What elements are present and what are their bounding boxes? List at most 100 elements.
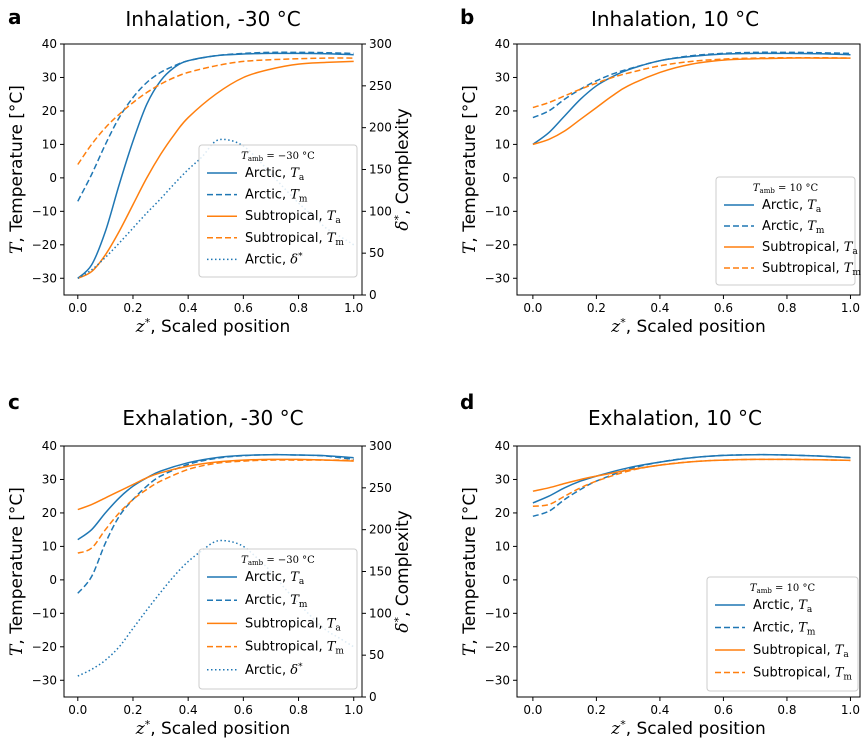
y-tick-label: 30 [42, 472, 57, 486]
y-tick-label: −20 [485, 640, 510, 654]
x-tick-label: 0.2 [123, 703, 142, 717]
series-line [532, 453, 851, 518]
y-tick-label: 30 [495, 70, 510, 84]
y-tick-label: 40 [495, 37, 510, 51]
y2-tick-label: 200 [369, 121, 392, 135]
series-line [532, 51, 851, 119]
y-tick-label: 10 [495, 137, 510, 151]
panel-letter: d [460, 390, 474, 414]
y-axis-label: T, Temperature [°C] [7, 85, 27, 254]
y-tick-label: 0 [502, 573, 510, 587]
y-tick-label: 20 [42, 506, 57, 520]
x-tick-label: 0.2 [587, 301, 606, 315]
x-tick-label: 1.0 [841, 301, 860, 315]
y2-tick-label: 150 [369, 163, 392, 177]
y-tick-label: 40 [42, 439, 57, 453]
x-tick-label: 0.8 [289, 703, 308, 717]
legend-label: Arctic, Tm [762, 219, 825, 236]
y2-tick-label: 250 [369, 481, 392, 495]
series-line [77, 459, 354, 554]
x-tick-label: 0.6 [234, 703, 253, 717]
x-tick-label: 0.0 [68, 301, 87, 315]
y-tick-label: 40 [42, 37, 57, 51]
y-tick-label: −20 [32, 238, 57, 252]
x-tick-label: 0.4 [650, 703, 669, 717]
y2-tick-label: 0 [369, 288, 377, 302]
legend-label: Arctic, δ* [245, 251, 303, 267]
y-tick-label: 10 [42, 137, 57, 151]
series-line [77, 57, 354, 165]
y-tick-label: −30 [32, 673, 57, 687]
legend-label: Subtropical, Tm [753, 666, 852, 683]
series-group [532, 51, 851, 146]
y2-tick-label: 300 [369, 37, 392, 51]
y-tick-label: −30 [485, 271, 510, 285]
y-axis-label: T, Temperature [°C] [7, 487, 27, 656]
legend-box [715, 176, 856, 286]
legend-label: Subtropical, Ta [762, 240, 858, 257]
legend-label: Arctic, Ta [245, 166, 305, 183]
series-line [77, 453, 354, 541]
panel-letter: c [8, 390, 20, 414]
y-tick-label: −10 [485, 606, 510, 620]
y2-tick-label: 100 [369, 606, 392, 620]
y2-tick-label: 0 [369, 690, 377, 704]
legend-box [198, 548, 358, 690]
series-line [77, 52, 354, 279]
y2-tick-label: 300 [369, 439, 392, 453]
series-line [77, 51, 354, 202]
x-tick-label: 0.4 [650, 301, 669, 315]
panel-d: d Exhalation, 10 °C 0.0 0.2 0.4 0.6 0.8 1.0 −30 −… [460, 390, 861, 739]
x-tick-label: 0.2 [123, 301, 142, 315]
chart-title: Exhalation, -30 °C [122, 406, 303, 430]
x-axis-label: z*, Scaled position [135, 316, 291, 337]
y-tick-label: 0 [49, 573, 57, 587]
y-tick-label: 40 [495, 439, 510, 453]
y-tick-label: −10 [32, 204, 57, 218]
legend-label: Subtropical, Ta [245, 209, 341, 226]
y-axis-label: T, Temperature [°C] [460, 85, 480, 254]
x-tick-label: 0.8 [777, 703, 796, 717]
x-axis-label: z*, Scaled position [610, 316, 766, 337]
legend-label: Subtropical, Ta [753, 643, 849, 660]
x-tick-label: 0.0 [523, 703, 542, 717]
y2-tick-label: 100 [369, 204, 392, 218]
chart-title: Inhalation, -30 °C [125, 7, 300, 31]
y-tick-label: −20 [32, 640, 57, 654]
x-axis-label: z*, Scaled position [135, 718, 291, 739]
y2-axis-label: δ*, Complexity [392, 510, 413, 633]
y-tick-label: 0 [49, 171, 57, 185]
series-line [532, 52, 851, 146]
legend-label: Arctic, δ* [245, 662, 303, 678]
legend: Tamb = 10 °C Arctic, Ta Arctic, Tm Subtropi… [706, 576, 859, 692]
x-tick-label: 0.6 [714, 301, 733, 315]
y-tick-label: 20 [495, 104, 510, 118]
legend-label: Subtropical, Tm [762, 261, 861, 278]
panel-b: b Inhalation, 10 °C 0.0 0.2 0.4 0.6 0.8 1.0 −30 −… [460, 5, 861, 337]
x-axis-label: z*, Scaled position [610, 718, 766, 739]
legend-label: Arctic, Ta [762, 198, 822, 215]
legend-title: Tamb = 10 °C [753, 183, 819, 195]
y-tick-label: 30 [42, 70, 57, 84]
y-tick-label: −30 [485, 673, 510, 687]
y-tick-label: 10 [42, 539, 57, 553]
chart-title: Exhalation, 10 °C [588, 406, 762, 430]
legend-label: Arctic, Tm [753, 621, 816, 638]
x-tick-label: 0.4 [179, 703, 198, 717]
x-tick-label: 1.0 [344, 301, 363, 315]
x-tick-label: 1.0 [841, 703, 860, 717]
legend-label: Subtropical, Tm [245, 640, 344, 657]
y-tick-label: 30 [495, 472, 510, 486]
panel-a: a Inhalation, -30 °C 0.0 0.2 0.4 0.6 0.8 1.0 −30… [7, 5, 413, 337]
y-tick-label: 10 [495, 539, 510, 553]
legend-label: Arctic, Ta [753, 598, 813, 615]
series-line [532, 57, 851, 146]
y-tick-label: 20 [42, 104, 57, 118]
y-tick-label: −20 [485, 238, 510, 252]
legend: Tamb = −30 °C Arctic, Ta Arctic, Tm Subtrop… [198, 144, 358, 278]
legend-box [198, 144, 358, 278]
y2-tick-label: 250 [369, 79, 392, 93]
legend-title: Tamb = −30 °C [241, 555, 315, 567]
y2-axis-label: δ*, Complexity [392, 108, 413, 231]
